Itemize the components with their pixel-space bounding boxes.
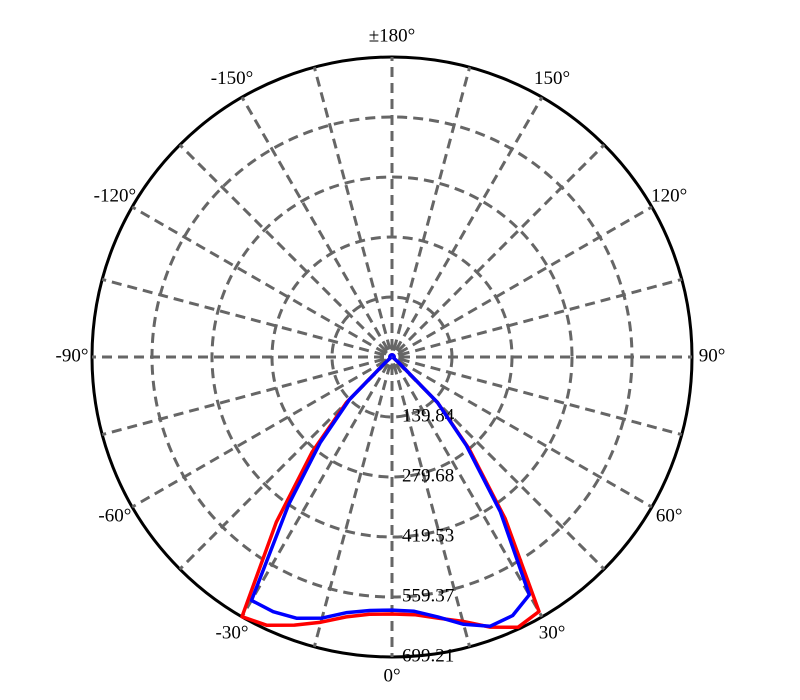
grid-ring xyxy=(210,175,574,539)
radial-label: 699.21 xyxy=(402,645,454,666)
angle-label: 150° xyxy=(534,68,570,89)
angle-label: -90° xyxy=(56,345,89,366)
grid-spoke xyxy=(399,277,683,357)
grid-spoke xyxy=(392,66,472,350)
angle-label: -30° xyxy=(216,622,249,643)
angle-label: ±180° xyxy=(369,25,416,46)
series-line xyxy=(240,353,541,630)
grid-spoke xyxy=(131,359,386,509)
grid-spoke xyxy=(178,143,388,353)
series-line xyxy=(249,353,532,629)
grid-spoke xyxy=(312,66,392,350)
angle-label: 60° xyxy=(656,505,683,526)
grid-spoke xyxy=(240,96,390,351)
grid-spoke xyxy=(312,364,392,648)
angle-label: 0° xyxy=(383,665,400,686)
grid-spoke xyxy=(240,363,390,618)
grid-spoke xyxy=(101,277,385,357)
angle-label: -60° xyxy=(98,505,131,526)
angle-label: 30° xyxy=(539,622,566,643)
angle-label: 120° xyxy=(651,185,687,206)
radial-label: 559.37 xyxy=(402,585,454,606)
grid-spoke xyxy=(398,359,653,509)
grid-spoke xyxy=(399,357,683,437)
grid-spoke xyxy=(394,96,544,351)
grid-ring xyxy=(270,235,514,479)
grid-spoke xyxy=(396,143,606,353)
angle-label: -120° xyxy=(94,185,136,206)
angle-label: 90° xyxy=(699,345,726,366)
radial-label: 279.68 xyxy=(402,465,454,486)
grid-spoke xyxy=(101,357,385,437)
grid-spoke xyxy=(392,364,472,648)
grid-spoke xyxy=(131,205,386,355)
grid-spoke xyxy=(398,205,653,355)
grid-spoke xyxy=(394,363,544,618)
angle-label: -150° xyxy=(211,68,253,89)
radial-label: 419.53 xyxy=(402,525,454,546)
